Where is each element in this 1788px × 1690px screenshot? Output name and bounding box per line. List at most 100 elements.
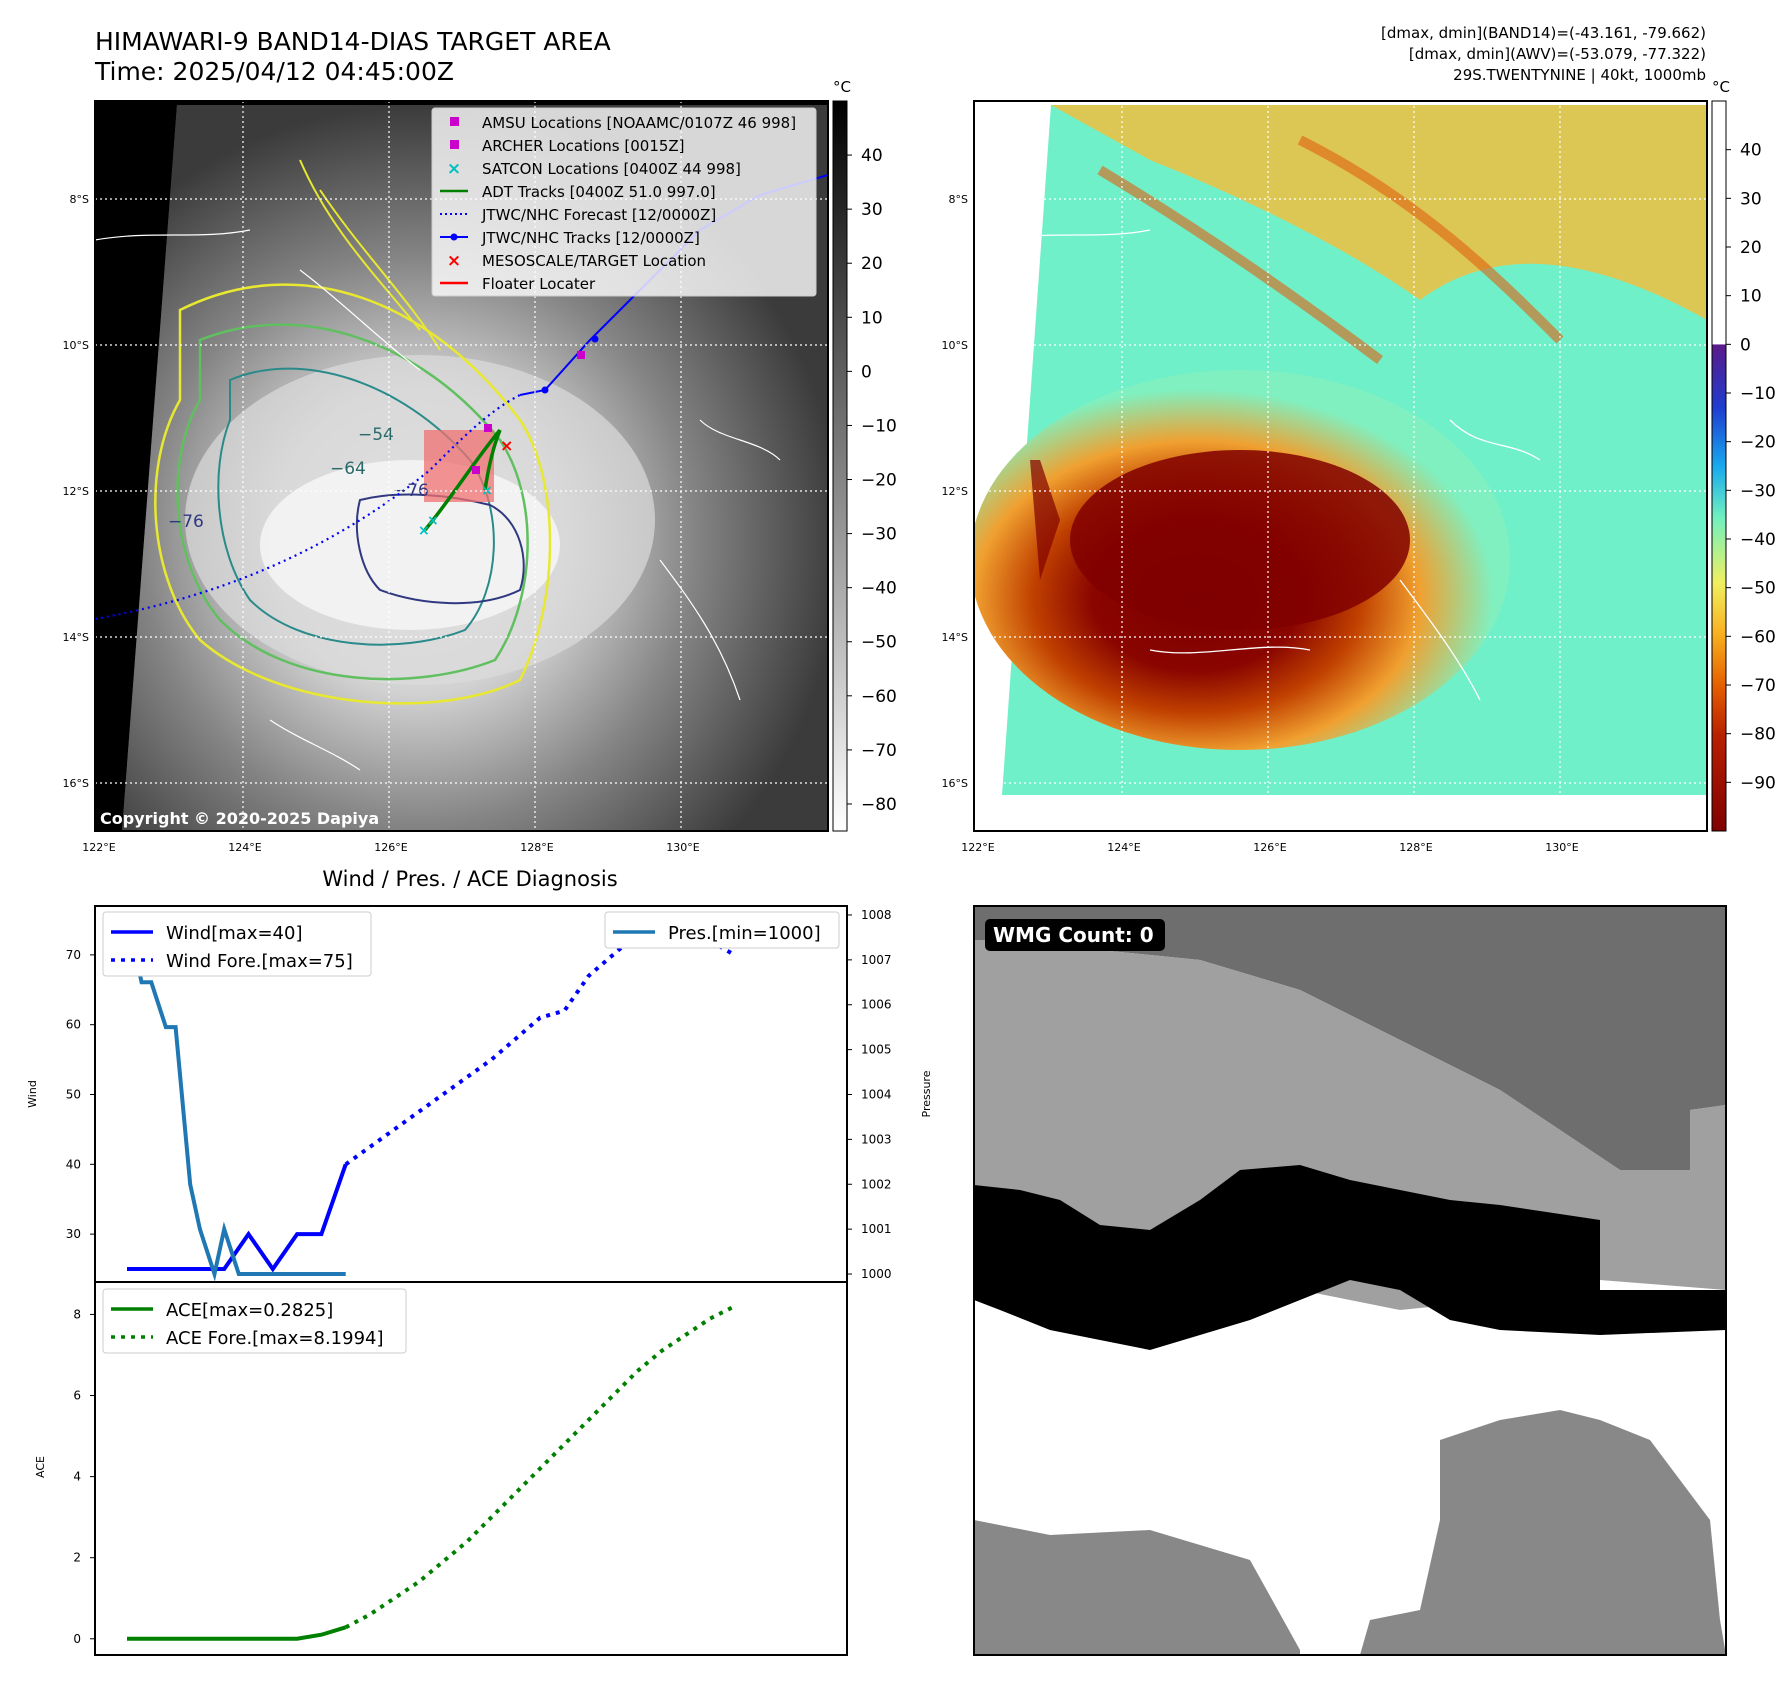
- pres-legend-box: [604, 911, 840, 949]
- colorbar-tick-label: −20: [1740, 433, 1776, 453]
- archer-marker: [484, 424, 492, 432]
- diagnosis-title: Wind / Pres. / ACE Diagnosis: [322, 867, 617, 891]
- wmg-frame: [973, 905, 1727, 1656]
- series-line-ace-fore-: [344, 1304, 736, 1630]
- pressure-tick-label: 1006: [861, 998, 892, 1012]
- pressure-tick-label: 1002: [861, 1177, 892, 1191]
- ir-colorbar-unit: °C: [833, 78, 851, 96]
- legend-label: ARCHER Locations [0015Z]: [482, 137, 685, 155]
- colorbar-tick-label: −90: [1740, 773, 1776, 793]
- wmg-badge: [985, 919, 1165, 951]
- ir-contour-green: [176, 323, 529, 681]
- archer-marker: [472, 466, 480, 474]
- lat-label: 10°S: [63, 339, 89, 352]
- copyright-text: Copyright © 2020-2025 Dapiya: [100, 809, 379, 828]
- contour-label: −64: [330, 459, 366, 479]
- pressure-tick-label: 1003: [861, 1132, 892, 1146]
- legend-box: [431, 107, 817, 297]
- legend-label: SATCON Locations [0400Z 44 998]: [482, 160, 741, 178]
- pressure-tick-label: 1000: [861, 1267, 892, 1281]
- legend-marker-square: [450, 140, 459, 149]
- ace-tick-label: 0: [73, 1632, 81, 1646]
- legend-marker-square: [450, 117, 459, 126]
- colorbar-tick-label: −60: [861, 687, 897, 707]
- pressure-tick-label: 1001: [861, 1222, 892, 1236]
- ir-map-panel: × × × × −54 −64 −76 −76 Copyright © 2020…: [94, 78, 897, 832]
- colorbar-tick-label: 40: [1740, 141, 1762, 161]
- lon-label: 122°E: [82, 841, 115, 854]
- amsu-marker: [577, 351, 585, 359]
- wind-tick-label: 30: [66, 1227, 81, 1241]
- colorbar-tick-label: 0: [861, 362, 872, 382]
- title-line2: Time: 2025/04/12 04:45:00Z: [94, 57, 454, 86]
- lat-label: 12°S: [942, 485, 968, 498]
- colorbar-tick-label: 20: [861, 254, 883, 274]
- colorbar-tick-label: −50: [861, 633, 897, 653]
- lat-label: 16°S: [63, 777, 89, 790]
- pressure-tick-label: 1008: [861, 908, 892, 922]
- colorbar-tick-label: −70: [1740, 676, 1776, 696]
- colorbar-tick-label: −30: [1740, 481, 1776, 501]
- legend-label: Floater Locater: [482, 275, 596, 293]
- lat-label: 12°S: [63, 485, 89, 498]
- ir-legend: AMSU Locations [NOAAMC/0107Z 46 998] ARCH…: [431, 107, 817, 297]
- floater-box: [424, 430, 494, 502]
- series-line-pres-: [125, 914, 346, 1282]
- pres-legend-label: Pres.[min=1000]: [668, 923, 821, 944]
- colorbar-tick-label: −40: [861, 579, 897, 599]
- wind-tick-label: 70: [66, 948, 81, 962]
- series-line-ace: [127, 1625, 347, 1641]
- lon-label: 126°E: [1253, 841, 1286, 854]
- ir-colorbar: [832, 100, 848, 832]
- ace-legend-label: ACE[max=0.2825]: [166, 1300, 333, 1321]
- ace-legend: ACE[max=0.2825] ACE Fore.[max=8.1994]: [102, 1288, 407, 1354]
- awv-gridlines: [974, 101, 1707, 831]
- colorbar-tick-label: −60: [1740, 627, 1776, 647]
- colorbar-tick-label: −80: [1740, 725, 1776, 745]
- colorbar-tick-label: −40: [1740, 530, 1776, 550]
- ir-coastlines: [95, 229, 781, 771]
- legend-label: ADT Tracks [0400Z 51.0 997.0]: [482, 183, 716, 201]
- ace-tick-label: 6: [73, 1389, 81, 1403]
- colorbar-tick-label: 20: [1740, 238, 1762, 258]
- awv-colorbar-ticks: 40 30 20 10 0 −10 −20 −30 −40 −50 −60 −70 −80 −90: [1726, 141, 1776, 793]
- lon-label: 130°E: [1545, 841, 1578, 854]
- colorbar-tick-label: 30: [1740, 189, 1762, 209]
- legend-label: MESOSCALE/TARGET Location: [482, 252, 706, 270]
- awv-map-frame: [973, 100, 1708, 832]
- awv-colorbar: [1711, 100, 1727, 832]
- wind-tick-label: 60: [66, 1018, 81, 1032]
- pressure-tick-label: 1007: [861, 953, 892, 967]
- contour-label: −54: [358, 425, 394, 445]
- wind-fore-legend-label: Wind Fore.[max=75]: [166, 951, 353, 972]
- colorbar-tick-label: −70: [861, 741, 897, 761]
- satcon-marker: ×: [418, 523, 430, 539]
- pressure-axis-label: Pressure: [920, 1070, 933, 1117]
- colorbar-tick-label: −80: [861, 795, 897, 815]
- lat-label: 8°S: [949, 193, 968, 206]
- ace-tick-label: 4: [73, 1470, 81, 1484]
- colorbar-tick-label: −30: [861, 525, 897, 545]
- adt-track: [423, 428, 502, 532]
- ace-plot: 0 2 4 6 8: [73, 1304, 736, 1646]
- wmg-region-gray-right: [1360, 1410, 1726, 1655]
- wmg-region-black: [974, 1165, 1726, 1350]
- ir-contour-yellow: [154, 283, 552, 705]
- colorbar-tick-label: 40: [861, 146, 883, 166]
- wind-pres-plot: 30 40 50 60 70 1000 1001 1002 1003 1004 1005 1006 10…: [66, 908, 892, 1282]
- lon-label: 124°E: [228, 841, 261, 854]
- legend-label: JTWC/NHC Tracks [12/0000Z]: [481, 229, 700, 247]
- colorbar-tick-label: 0: [1740, 335, 1751, 355]
- ace-tick-label: 8: [73, 1307, 81, 1321]
- colorbar-tick-label: 10: [861, 308, 883, 328]
- wind-legend: Wind[max=40] Wind Fore.[max=75]: [102, 911, 372, 977]
- pres-legend: Pres.[min=1000]: [604, 911, 840, 949]
- awv-map-panel: °C 40 30 20 10 0 −10 −20 −30 −40 −50 −60 −70 −80 −90: [973, 78, 1776, 832]
- wmg-panel: WMG Count: 0: [973, 905, 1727, 1656]
- wind-tick-label: 50: [66, 1088, 81, 1102]
- satcon-marker: ×: [427, 513, 439, 529]
- title-line1: HIMAWARI-9 BAND14-DIAS TARGET AREA: [95, 27, 611, 56]
- wind-legend-label: Wind[max=40]: [166, 923, 303, 944]
- colorbar-tick-label: 30: [861, 200, 883, 220]
- stats-band14: [dmax, dmin](BAND14)=(-43.161, -79.662): [1381, 24, 1706, 42]
